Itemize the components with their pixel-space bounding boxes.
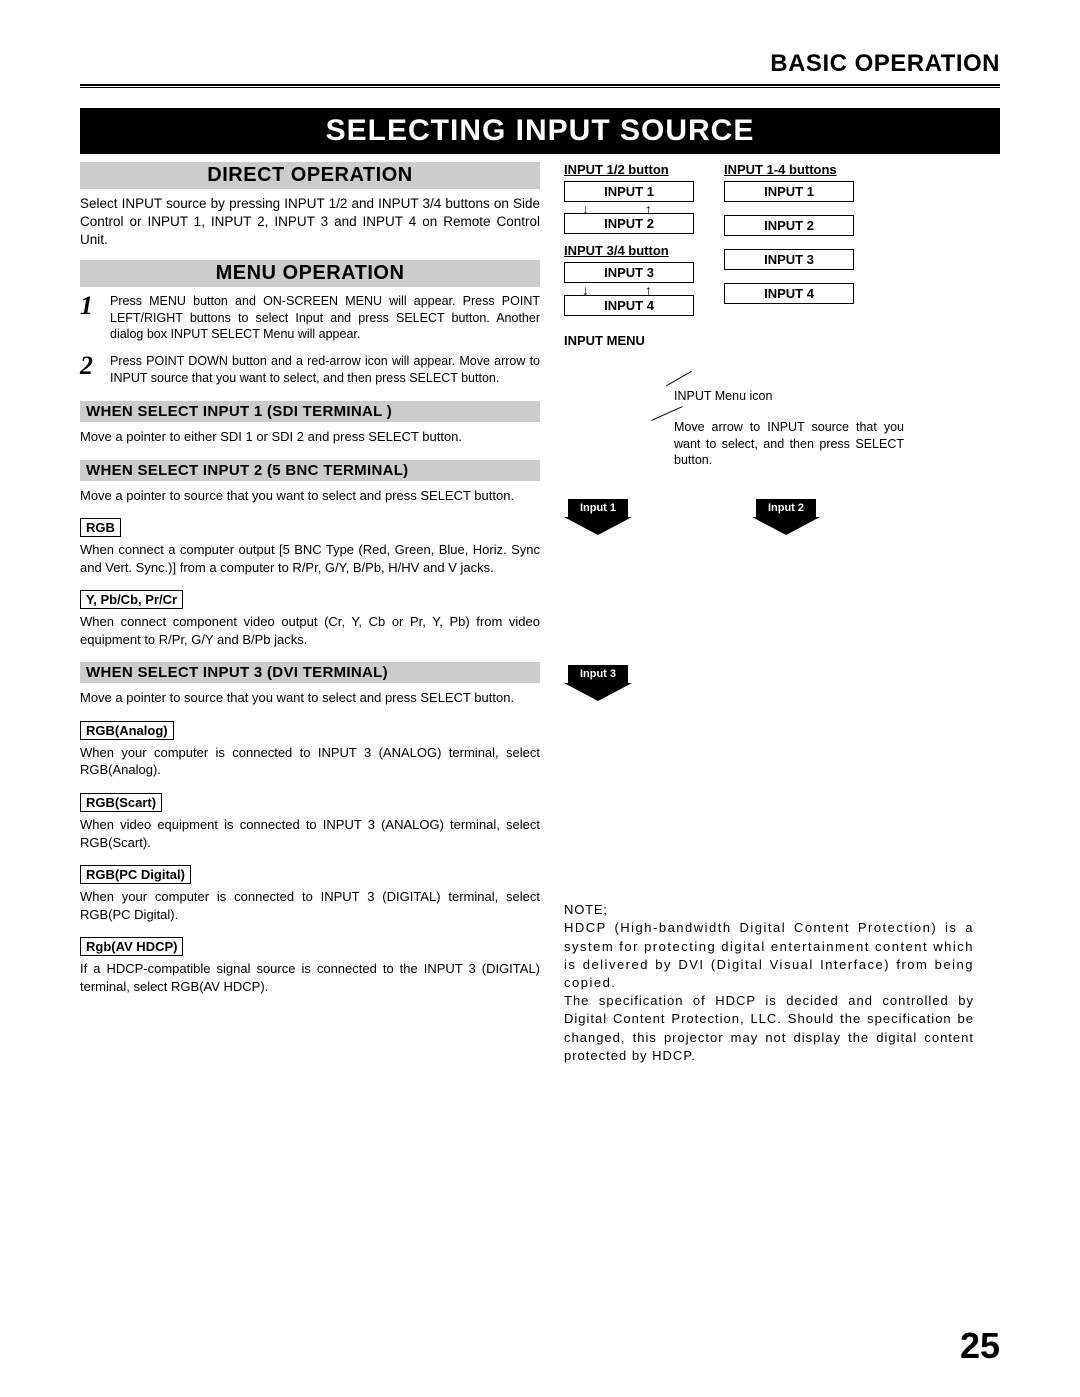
input1-box-a: INPUT 1 [564,181,694,202]
note-block: NOTE; HDCP (High-bandwidth Digital Conte… [564,901,974,1065]
input3-text: Move a pointer to source that you want t… [80,689,540,707]
step-2-text: Press POINT DOWN button and a red-arrow … [110,353,540,387]
step-number-1: 1 [80,293,100,344]
down-arrow-icon [564,517,632,535]
direct-operation-head: DIRECT OPERATION [80,162,540,189]
rgbscart-text: When video equipment is connected to INP… [80,816,540,851]
input3-tab-label: Input 3 [568,665,628,683]
input1-text: Move a pointer to either SDI 1 or SDI 2 … [80,428,540,446]
input4-box-b: INPUT 4 [724,283,854,304]
input14-label: INPUT 1-4 buttons [724,162,837,177]
right-column: INPUT 1/2 button INPUT 1 ↓↑ INPUT 2 INPU… [564,162,974,1065]
right-button-col: INPUT 1-4 buttons INPUT 1 INPUT 2 INPUT … [724,162,854,319]
input2-box-a: INPUT 2 [564,213,694,234]
button-diagram: INPUT 1/2 button INPUT 1 ↓↑ INPUT 2 INPU… [564,162,974,319]
tab-row-2: Input 3 [564,665,974,701]
input2-tab: Input 2 [752,499,820,535]
rgbscart-option: RGB(Scart) [80,793,162,812]
icon-callout: INPUT Menu icon [674,388,974,405]
rgbpcd-text: When your computer is connected to INPUT… [80,888,540,923]
rgbanalog-option: RGB(Analog) [80,721,174,740]
down-arrow-icon [564,683,632,701]
page-number: 25 [960,1325,1000,1367]
step-number-2: 2 [80,353,100,387]
move-arrow-callout: Move arrow to INPUT source that you want… [674,419,904,470]
left-column: DIRECT OPERATION Select INPUT source by … [80,162,540,1065]
input4-box-a: INPUT 4 [564,295,694,316]
input1-tab: Input 1 [564,499,632,535]
input3-head: WHEN SELECT INPUT 3 (DVI TERMINAL) [80,662,540,683]
direct-operation-text: Select INPUT source by pressing INPUT 1/… [80,195,540,250]
rgbanalog-text: When your computer is connected to INPUT… [80,744,540,779]
input1-box-b: INPUT 1 [724,181,854,202]
input2-box-b: INPUT 2 [724,215,854,236]
input1-tab-label: Input 1 [568,499,628,517]
rgbav-text: If a HDCP-compatible signal source is co… [80,960,540,995]
input2-text: Move a pointer to source that you want t… [80,487,540,505]
arrow-12: ↓↑ [564,205,652,213]
header-rule [80,84,1000,88]
input-menu-label: INPUT MENU [564,333,974,348]
rgbpcd-option: RGB(PC Digital) [80,865,191,884]
input34-label: INPUT 3/4 button [564,243,669,258]
note-body-2: The specification of HDCP is decided and… [564,992,974,1065]
input3-box-a: INPUT 3 [564,262,694,283]
arrow-34: ↓↑ [564,286,652,294]
input2-head: WHEN SELECT INPUT 2 (5 BNC TERMINAL) [80,460,540,481]
step-2: 2 Press POINT DOWN button and a red-arro… [80,353,540,387]
step-1-text: Press MENU button and ON-SCREEN MENU wil… [110,293,540,344]
callout-block: INPUT Menu icon Move arrow to INPUT sour… [674,368,974,470]
input12-label: INPUT 1/2 button [564,162,669,177]
rgb-option: RGB [80,518,121,537]
left-button-col: INPUT 1/2 button INPUT 1 ↓↑ INPUT 2 INPU… [564,162,694,319]
input3-tab: Input 3 [564,665,632,701]
note-head: NOTE; [564,901,974,919]
input1-head: WHEN SELECT INPUT 1 (SDI TERMINAL ) [80,401,540,422]
tab-row-1: Input 1 Input 2 [564,499,974,535]
rgbav-option: Rgb(AV HDCP) [80,937,183,956]
ypbcr-option: Y, Pb/Cb, Pr/Cr [80,590,183,609]
step-1: 1 Press MENU button and ON-SCREEN MENU w… [80,293,540,344]
ypbcr-text: When connect component video output (Cr,… [80,613,540,648]
page-header: BASIC OPERATION [80,50,1000,78]
note-body-1: HDCP (High-bandwidth Digital Content Pro… [564,919,974,992]
rgb-text: When connect a computer output [5 BNC Ty… [80,541,540,576]
content-columns: DIRECT OPERATION Select INPUT source by … [80,162,1000,1065]
menu-operation-head: MENU OPERATION [80,260,540,287]
input2-tab-label: Input 2 [756,499,816,517]
down-arrow-icon [752,517,820,535]
input3-box-b: INPUT 3 [724,249,854,270]
main-banner: SELECTING INPUT SOURCE [80,108,1000,154]
